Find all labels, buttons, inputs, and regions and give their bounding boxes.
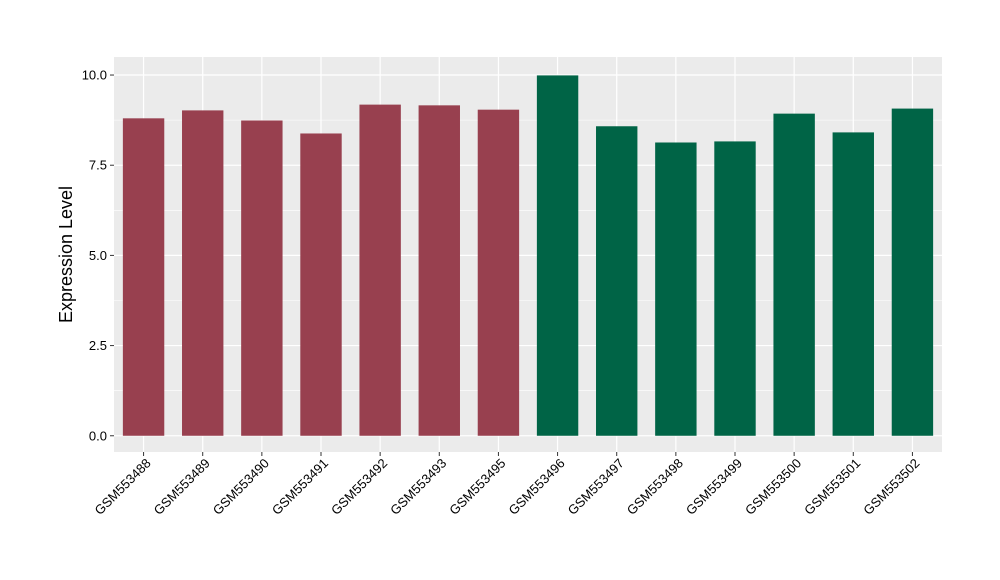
y-tick-label: 10.0	[82, 68, 107, 83]
x-tick-label: GSM553499	[683, 456, 745, 518]
panel-background	[114, 57, 942, 452]
bar-GSM553495	[477, 109, 520, 436]
bar-GSM553499	[714, 141, 756, 436]
x-tick-label: GSM553498	[624, 456, 686, 518]
y-tick-label: 0.0	[89, 428, 107, 443]
x-tick-label: GSM553502	[860, 456, 922, 518]
bar-GSM553498	[655, 142, 697, 436]
x-tick-label: GSM553500	[742, 456, 804, 518]
bar-GSM553497	[596, 126, 638, 436]
y-tick-label: 7.5	[89, 158, 107, 173]
x-tick-label: GSM553501	[801, 456, 863, 518]
x-axis: GSM553488GSM553489GSM553490GSM553491GSM5…	[91, 452, 923, 518]
x-tick-label: GSM553495	[446, 456, 508, 518]
x-tick-label: GSM553491	[269, 456, 331, 518]
bar-GSM553489	[182, 110, 224, 436]
bar-GSM553490	[241, 120, 283, 436]
x-tick-label: GSM553488	[91, 456, 153, 518]
bar-GSM553500	[773, 113, 815, 436]
bar-GSM553488	[122, 118, 165, 436]
x-tick-label: GSM553493	[387, 456, 449, 518]
bar-GSM553493	[418, 105, 460, 436]
y-tick-label: 5.0	[89, 248, 107, 263]
y-tick-label: 2.5	[89, 338, 107, 353]
y-axis: 0.0 2.5 5.0 7.5 10.0	[82, 68, 114, 443]
bars	[122, 75, 934, 436]
bar-GSM553501	[832, 132, 874, 436]
x-tick-label: GSM553490	[210, 456, 272, 518]
bar-GSM553492	[359, 104, 401, 436]
x-tick-label: GSM553496	[505, 456, 567, 518]
bar-GSM553491	[300, 133, 342, 436]
bar-GSM553496	[536, 75, 579, 436]
x-tick-label: GSM553497	[565, 456, 627, 518]
x-tick-label: GSM553489	[151, 456, 213, 518]
x-tick-label: GSM553492	[328, 456, 390, 518]
y-axis-title: Expression Level	[56, 186, 76, 323]
bar-GSM553502	[891, 108, 934, 436]
